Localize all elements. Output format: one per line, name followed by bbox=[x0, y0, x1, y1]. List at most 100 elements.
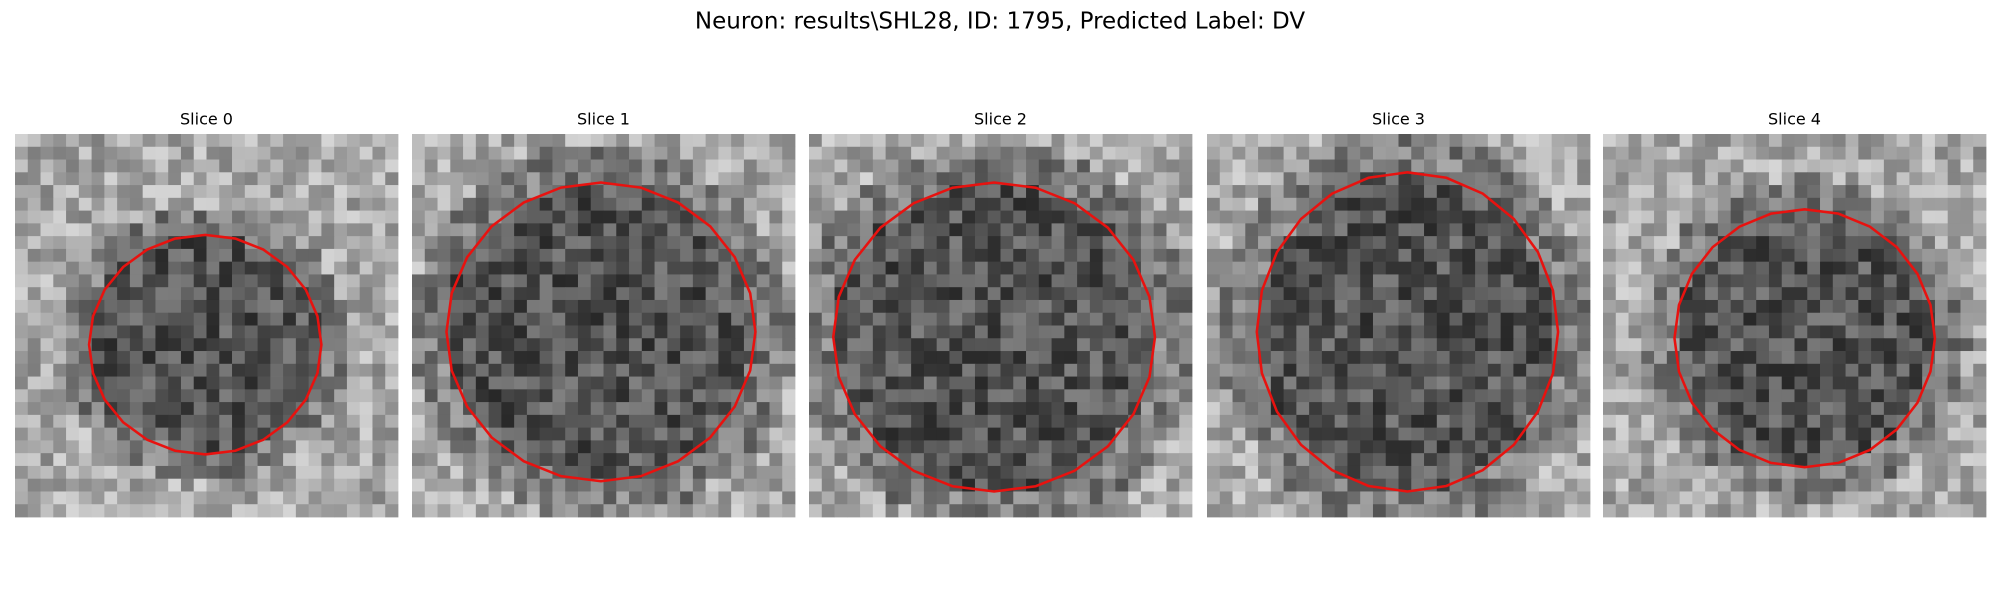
pixel bbox=[667, 185, 681, 199]
pixel bbox=[1679, 236, 1693, 250]
pixel bbox=[885, 338, 899, 352]
pixel bbox=[1360, 274, 1374, 288]
pixel bbox=[91, 491, 105, 505]
pixel bbox=[1487, 351, 1502, 365]
pixel bbox=[552, 338, 566, 352]
pixel bbox=[1960, 351, 1974, 365]
pixel bbox=[257, 274, 271, 288]
pixel bbox=[1309, 185, 1323, 199]
pixel bbox=[1089, 197, 1104, 211]
pixel bbox=[334, 414, 348, 429]
pixel bbox=[1013, 134, 1027, 148]
pixel bbox=[283, 197, 297, 211]
pixel bbox=[987, 351, 1001, 365]
pixel bbox=[412, 453, 426, 467]
pixel bbox=[270, 159, 284, 173]
pixel bbox=[1153, 402, 1167, 416]
pixel bbox=[1538, 185, 1553, 199]
pixel bbox=[219, 504, 233, 518]
pixel bbox=[1140, 261, 1155, 275]
pixel bbox=[78, 402, 92, 416]
pixel bbox=[1743, 287, 1757, 301]
pixel bbox=[219, 465, 233, 480]
pixel bbox=[692, 453, 707, 467]
pixel bbox=[372, 376, 386, 390]
pixel bbox=[412, 504, 426, 518]
pixel bbox=[641, 236, 655, 250]
pixel bbox=[78, 185, 92, 199]
pixel bbox=[283, 248, 297, 263]
pixel bbox=[1832, 351, 1846, 365]
pixel bbox=[1730, 453, 1744, 467]
pixel bbox=[1089, 491, 1104, 505]
pixel bbox=[539, 159, 553, 173]
pixel bbox=[1794, 351, 1808, 365]
pixel bbox=[1077, 402, 1091, 416]
pixel bbox=[616, 299, 630, 314]
pixel bbox=[1347, 197, 1361, 211]
pixel bbox=[1245, 402, 1259, 416]
pixel bbox=[1845, 351, 1859, 365]
pixel bbox=[359, 312, 373, 326]
pixel bbox=[1462, 287, 1476, 301]
pixel bbox=[40, 146, 54, 160]
pixel bbox=[1038, 363, 1052, 377]
pixel bbox=[1628, 351, 1642, 365]
pixel bbox=[1896, 159, 1910, 173]
pixel bbox=[1513, 274, 1527, 288]
pixel bbox=[1909, 210, 1923, 224]
pixel bbox=[270, 261, 284, 275]
pixel bbox=[898, 134, 912, 148]
pixel bbox=[1258, 185, 1272, 199]
pixel bbox=[1820, 274, 1834, 288]
pixel bbox=[1449, 376, 1463, 390]
pixel bbox=[104, 185, 118, 199]
pixel bbox=[1013, 363, 1027, 377]
pixel bbox=[1487, 338, 1502, 352]
pixel bbox=[769, 440, 783, 454]
pixel bbox=[450, 414, 464, 429]
pixel bbox=[923, 504, 938, 518]
pixel bbox=[1730, 478, 1744, 492]
pixel bbox=[1909, 453, 1923, 467]
pixel bbox=[1475, 440, 1489, 454]
pixel bbox=[1871, 351, 1885, 365]
pixel bbox=[385, 504, 399, 518]
pixel bbox=[949, 465, 963, 480]
pixel bbox=[1347, 236, 1361, 250]
pixel bbox=[1270, 312, 1284, 326]
pixel bbox=[590, 287, 604, 301]
pixel bbox=[1089, 134, 1104, 148]
pixel bbox=[53, 236, 67, 250]
pixel bbox=[1934, 414, 1949, 429]
pixel bbox=[1219, 274, 1233, 288]
pixel bbox=[142, 134, 156, 148]
pixel bbox=[1666, 402, 1680, 416]
pixel bbox=[1756, 146, 1770, 160]
pixel bbox=[1883, 299, 1898, 314]
pixel bbox=[1424, 312, 1438, 326]
pixel bbox=[1153, 414, 1167, 429]
pixel bbox=[923, 351, 938, 365]
pixel bbox=[1270, 146, 1284, 160]
pixel bbox=[1858, 287, 1872, 301]
pixel bbox=[1051, 312, 1065, 326]
pixel bbox=[1013, 504, 1027, 518]
pixel bbox=[1564, 248, 1578, 263]
pixel bbox=[1219, 402, 1233, 416]
pixel bbox=[1051, 440, 1065, 454]
pixel bbox=[1896, 465, 1910, 480]
pixel bbox=[1219, 261, 1233, 275]
pixel bbox=[1487, 325, 1502, 339]
pixel bbox=[1641, 299, 1655, 314]
pixel bbox=[667, 504, 681, 518]
pixel bbox=[1666, 478, 1680, 492]
pixel bbox=[321, 478, 335, 492]
pixel bbox=[155, 312, 169, 326]
pixel bbox=[1641, 338, 1655, 352]
pixel bbox=[603, 274, 617, 288]
pixel bbox=[1398, 159, 1412, 173]
pixel bbox=[244, 223, 258, 237]
pixel bbox=[1140, 389, 1155, 403]
pixel bbox=[53, 274, 67, 288]
